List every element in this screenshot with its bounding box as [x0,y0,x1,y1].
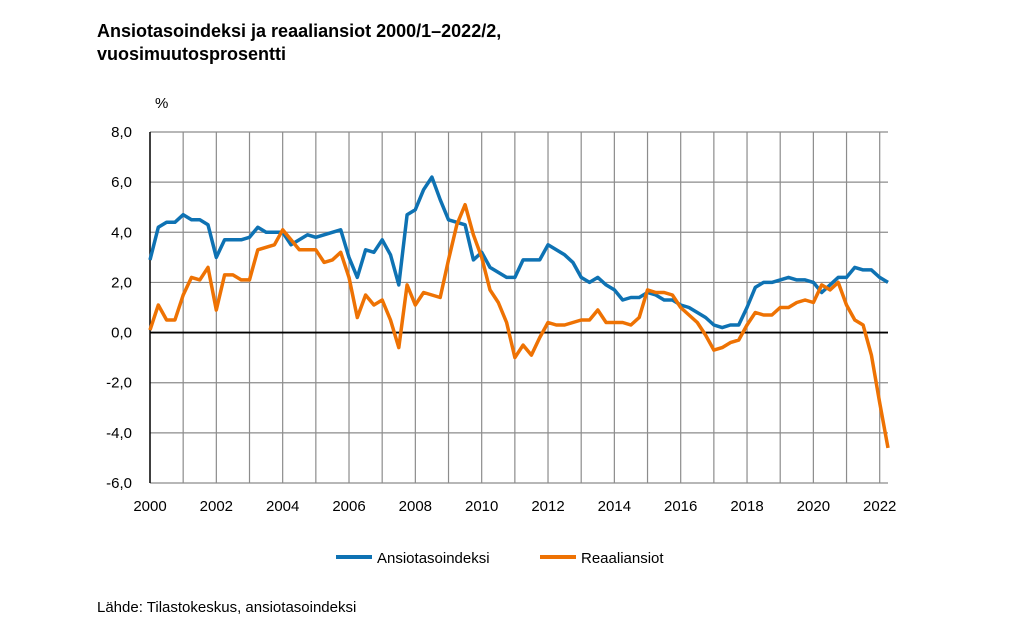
y-tick-label: 8,0 [111,124,132,141]
x-tick-label: 2018 [730,498,763,515]
y-tick-label: -4,0 [106,425,132,442]
legend-label-ansiotasoindeksi: Ansiotasoindeksi [377,550,490,567]
y-axis-unit-label: % [155,95,168,112]
x-axis-ticks: 2000 2002 2004 2006 2008 2010 2012 2014 2016 2018… [133,498,896,515]
y-tick-label: 6,0 [111,174,132,191]
y-axis-ticks: 8,0 6,0 4,0 2,0 0,0 -2,0 -4,0 -6,0 [106,124,132,492]
chart-title-line-1: Ansiotasoindeksi ja reaaliansiot 2000/1–… [97,21,501,41]
series-line-reaaliansiot [148,202,890,449]
grid [149,131,888,484]
x-tick-label: 2022 [863,498,896,515]
legend-label-reaaliansiot: Reaaliansiot [581,550,664,567]
x-tick-label: 2008 [399,498,432,515]
y-tick-label: 2,0 [111,274,132,291]
series-lines [148,175,890,449]
x-tick-label: 2002 [200,498,233,515]
x-tick-label: 2006 [332,498,365,515]
x-tick-label: 2014 [598,498,631,515]
x-tick-label: 2010 [465,498,498,515]
y-tick-label: -6,0 [106,475,132,492]
x-tick-label: 2012 [531,498,564,515]
x-tick-label: 2016 [664,498,697,515]
source-note: Lähde: Tilastokeskus, ansiotasoindeksi [97,599,356,616]
x-tick-label: 2000 [133,498,166,515]
legend: Ansiotasoindeksi Reaaliansiot [336,550,664,567]
y-tick-label: 0,0 [111,325,132,342]
x-tick-label: 2020 [797,498,830,515]
chart-title-line-2: vuosimuutosprosentti [97,44,286,64]
x-tick-label: 2004 [266,498,299,515]
series-line-ansiotasoindeksi [148,175,889,330]
y-tick-label: 4,0 [111,224,132,241]
y-tick-label: -2,0 [106,375,132,392]
